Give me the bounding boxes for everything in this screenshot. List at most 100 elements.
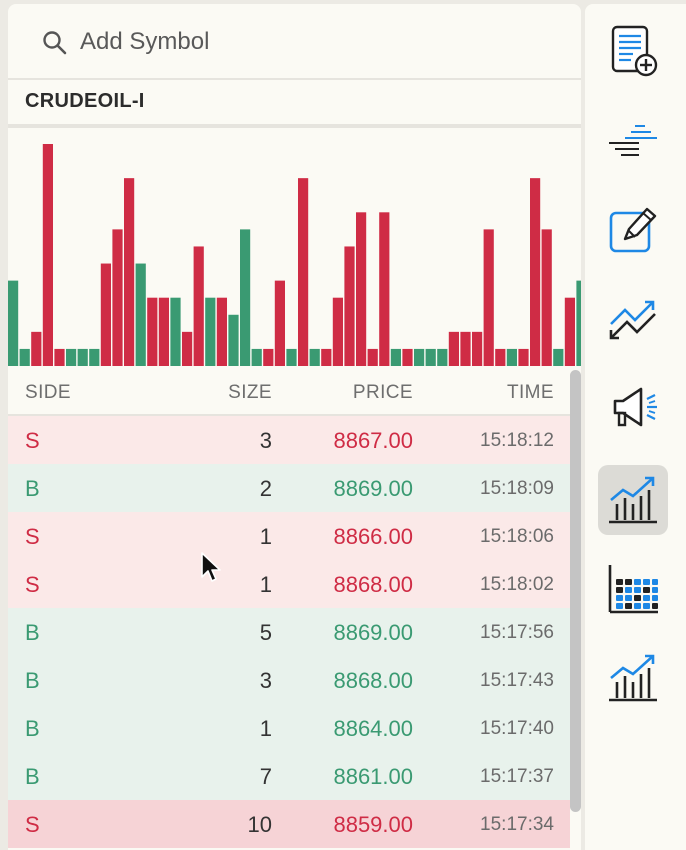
mouse-pointer-icon xyxy=(201,552,221,582)
trade-side: S xyxy=(25,428,40,453)
trade-time: 15:18:06 xyxy=(480,526,554,547)
trade-price: 8869.00 xyxy=(333,476,413,501)
trade-price: 8869.00 xyxy=(333,620,413,645)
volume-bar xyxy=(182,331,193,366)
volume-bar xyxy=(448,331,459,366)
trade-size: 2 xyxy=(259,476,272,501)
divider xyxy=(8,124,581,128)
volume-bar-chart xyxy=(8,144,581,366)
trade-price: 8859.00 xyxy=(333,812,413,837)
trade-time: 15:18:02 xyxy=(480,574,554,595)
volume-chart-icon xyxy=(609,654,657,702)
new-document-button[interactable] xyxy=(598,16,668,86)
table-header: SIDE SIZE PRICE TIME xyxy=(8,368,570,416)
table-row[interactable]: S 3 8867.00 15:18:12 xyxy=(8,416,570,464)
trade-time: 15:17:40 xyxy=(480,718,554,739)
volume-bar xyxy=(158,297,169,366)
volume-bar xyxy=(124,178,135,366)
trade-size: 3 xyxy=(259,668,272,693)
symbol-row[interactable]: CRUDEOIL-I xyxy=(8,80,581,124)
volume-bar xyxy=(379,212,390,366)
table-row[interactable]: S 1 8868.00 15:18:02 xyxy=(8,560,570,608)
volume-bar xyxy=(228,314,239,366)
trade-side: B xyxy=(25,668,40,693)
trade-price: 8868.00 xyxy=(333,572,413,597)
volume-bar xyxy=(402,348,413,366)
volume-bar xyxy=(390,348,401,366)
volume-bar xyxy=(240,229,251,366)
column-header-price[interactable]: PRICE xyxy=(352,382,413,403)
table-row[interactable]: S 1 8866.00 15:18:06 xyxy=(8,512,570,560)
volume-bar xyxy=(506,348,517,366)
table-row[interactable]: B 3 8868.00 15:17:43 xyxy=(8,656,570,704)
volume-bar xyxy=(19,348,30,366)
scrollbar[interactable] xyxy=(570,370,581,812)
trade-price: 8868.00 xyxy=(333,668,413,693)
trade-price: 8864.00 xyxy=(333,716,413,741)
volume-bar xyxy=(251,348,262,366)
volume-bar xyxy=(472,331,483,366)
table-row[interactable]: S 10 8859.00 15:17:34 xyxy=(8,800,570,848)
trade-size: 1 xyxy=(259,716,272,741)
volume-bar xyxy=(564,297,575,366)
trade-side: B xyxy=(25,620,40,645)
trade-side: B xyxy=(25,764,40,789)
table-row[interactable]: B 2 8869.00 15:18:09 xyxy=(8,464,570,512)
side-toolbar xyxy=(585,4,686,850)
trades-list: S 3 8867.00 15:18:12 B 2 8869.00 15:18:0… xyxy=(8,416,570,848)
trade-price: 8861.00 xyxy=(333,764,413,789)
search-icon[interactable] xyxy=(42,30,68,56)
column-header-time[interactable]: TIME xyxy=(507,382,554,403)
volume-bar xyxy=(216,297,227,366)
volume-bar xyxy=(274,280,285,366)
trend-button[interactable] xyxy=(598,283,668,353)
search-input[interactable] xyxy=(80,24,560,60)
volume-bar xyxy=(332,297,343,366)
volume-bar xyxy=(437,348,448,366)
new-document-icon xyxy=(611,25,658,77)
trade-time: 15:17:56 xyxy=(480,622,554,643)
volume-bar xyxy=(100,263,111,366)
volume-bar xyxy=(530,178,541,366)
volume-bar xyxy=(66,348,77,366)
volume-bar xyxy=(31,331,42,366)
main-panel: CRUDEOIL-I SIDE SIZE PRICE TIME S 3 8867… xyxy=(8,4,581,850)
table-row[interactable]: B 1 8864.00 15:17:40 xyxy=(8,704,570,752)
edit-button[interactable] xyxy=(598,194,668,264)
trade-size: 5 xyxy=(259,620,272,645)
column-header-side[interactable]: SIDE xyxy=(25,382,71,403)
trade-size: 10 xyxy=(247,812,272,837)
volume-bar xyxy=(321,348,332,366)
megaphone-icon xyxy=(613,387,657,427)
time-and-sales-button[interactable] xyxy=(598,465,668,535)
symbol-name: CRUDEOIL-I xyxy=(25,90,145,112)
volume-bar xyxy=(483,229,494,366)
market-depth-button[interactable] xyxy=(598,105,668,175)
edit-icon xyxy=(609,207,657,253)
trade-side: B xyxy=(25,716,40,741)
table-row[interactable]: B 7 8861.00 15:17:37 xyxy=(8,752,570,800)
volume-bar xyxy=(425,348,436,366)
volume-bar xyxy=(147,297,158,366)
volume-bar xyxy=(205,297,216,366)
volume-chart-button[interactable] xyxy=(598,643,668,713)
trade-size: 3 xyxy=(259,428,272,453)
column-header-size[interactable]: SIZE xyxy=(228,382,272,403)
volume-bar xyxy=(518,348,529,366)
volume-bar xyxy=(576,280,581,366)
trade-size: 1 xyxy=(259,572,272,597)
volume-bar xyxy=(89,348,100,366)
trade-time: 15:18:12 xyxy=(480,430,554,451)
volume-bar xyxy=(344,246,355,366)
search-bar xyxy=(8,4,581,78)
table-row[interactable]: B 5 8869.00 15:17:56 xyxy=(8,608,570,656)
heatmap-button[interactable] xyxy=(598,554,668,624)
announcements-button[interactable] xyxy=(598,372,668,442)
volume-bar xyxy=(367,348,378,366)
volume-bar xyxy=(298,178,309,366)
volume-bar xyxy=(263,348,274,366)
trade-size: 1 xyxy=(259,524,272,549)
volume-bar xyxy=(541,229,552,366)
trade-side: B xyxy=(25,476,40,501)
volume-bar xyxy=(8,280,19,366)
